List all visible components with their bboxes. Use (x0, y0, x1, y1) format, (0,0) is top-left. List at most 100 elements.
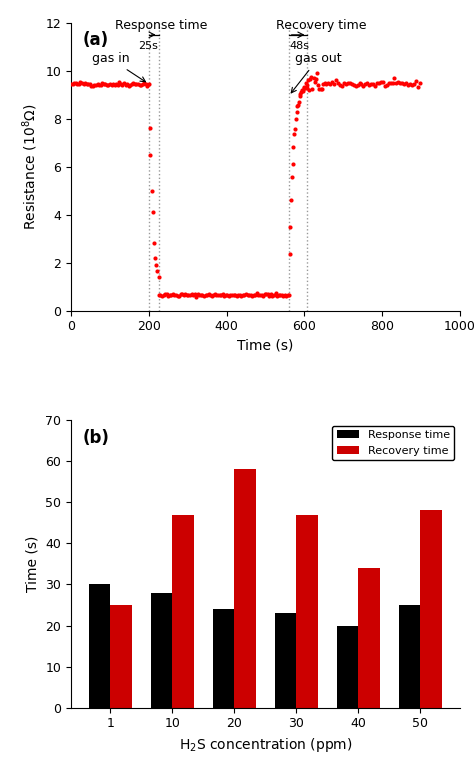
Point (330, 78, 338, 91)
Point (82, 78, 89, 90)
Point (296, 90, 303, 102)
Point (177, 288, 184, 301)
Point (214, 289, 222, 301)
Point (108, 79, 115, 91)
Point (100, 78, 108, 91)
Point (146, 123, 154, 135)
Point (295, 96, 303, 108)
Point (402, 77, 410, 89)
Point (321, 78, 328, 90)
Point (334, 77, 342, 89)
Point (404, 79, 412, 91)
Point (228, 288, 236, 301)
Point (412, 75, 419, 87)
Point (308, 71, 315, 83)
Point (301, 82, 309, 94)
Point (323, 78, 330, 90)
Point (164, 289, 172, 301)
Point (174, 290, 182, 302)
Point (137, 78, 145, 91)
Point (210, 289, 217, 301)
Point (175, 290, 183, 302)
Point (364, 78, 371, 90)
Point (128, 78, 136, 90)
Point (142, 78, 149, 90)
Point (200, 291, 208, 303)
Point (328, 76, 336, 88)
Point (275, 289, 283, 301)
Point (92, 79, 100, 91)
Bar (173, 514, 194, 708)
Point (179, 288, 186, 300)
Point (166, 289, 173, 301)
Point (194, 288, 201, 301)
Point (125, 80, 132, 92)
Point (88, 80, 95, 92)
Point (385, 77, 392, 89)
Point (154, 265, 161, 277)
Point (293, 100, 301, 112)
Point (163, 288, 171, 301)
Point (346, 77, 354, 89)
Point (73, 78, 81, 91)
Point (216, 288, 223, 301)
Text: Recovery time: Recovery time (276, 19, 367, 32)
Point (344, 77, 352, 89)
Point (83, 78, 91, 91)
Point (244, 289, 251, 301)
Point (247, 289, 255, 301)
Point (157, 289, 164, 301)
Point (311, 75, 319, 88)
Y-axis label: Resistance (10$^8$$\Omega$): Resistance (10$^8$$\Omega$) (20, 103, 40, 230)
Point (72, 76, 80, 88)
Bar (358, 568, 380, 708)
Point (356, 77, 363, 89)
Point (186, 288, 194, 301)
Point (336, 79, 344, 91)
Point (155, 271, 162, 283)
Point (397, 77, 404, 89)
Point (77, 76, 84, 88)
Point (151, 252, 159, 264)
Point (109, 78, 117, 90)
Point (414, 81, 421, 93)
Point (289, 158, 296, 170)
Point (202, 289, 210, 301)
Point (235, 289, 242, 301)
Point (290, 141, 297, 153)
Point (306, 73, 314, 85)
Point (258, 289, 265, 301)
Point (208, 289, 216, 301)
Point (313, 66, 321, 78)
Point (276, 289, 284, 301)
Text: gas out: gas out (291, 53, 341, 93)
Point (375, 77, 383, 89)
Point (111, 78, 118, 91)
Point (304, 74, 311, 86)
X-axis label: H$_2$S concentration (ppm): H$_2$S concentration (ppm) (179, 736, 352, 754)
Point (192, 291, 200, 303)
Point (155, 288, 163, 301)
Point (95, 79, 103, 91)
Point (281, 289, 289, 301)
Bar (213, 609, 235, 708)
Point (286, 248, 293, 260)
Point (263, 288, 270, 301)
Point (269, 290, 276, 302)
Point (103, 79, 110, 91)
Point (203, 288, 211, 301)
Point (225, 290, 233, 302)
Point (112, 78, 120, 91)
Point (230, 289, 237, 301)
Point (123, 78, 131, 90)
Point (252, 289, 259, 301)
Point (89, 80, 97, 92)
Point (99, 77, 106, 89)
Point (197, 289, 205, 301)
Point (360, 80, 367, 92)
Text: 48s: 48s (290, 41, 310, 51)
Point (316, 82, 323, 94)
Point (304, 81, 311, 94)
Point (189, 289, 197, 301)
Point (288, 171, 296, 183)
